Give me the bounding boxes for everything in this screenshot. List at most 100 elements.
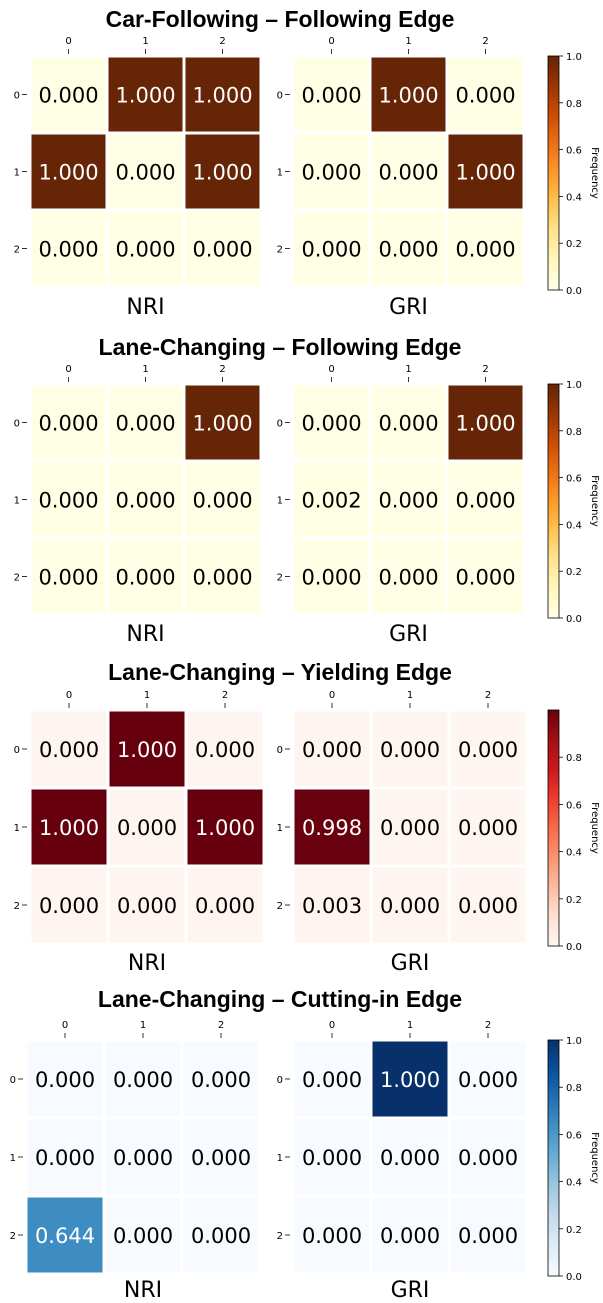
cell-value-label: 0.000 [301, 161, 361, 185]
heatmap-cell [182, 459, 263, 540]
cell-value-label: 0.000 [458, 816, 518, 840]
cell-value-label: 0.000 [302, 1224, 362, 1248]
cell-value-label: 0.000 [302, 1068, 362, 1092]
cell-value-label: 0.000 [35, 1068, 95, 1092]
colorbar-tick-label: 0.6 [566, 1130, 582, 1141]
y-tick-label: 1 [277, 1153, 283, 1164]
heatmap-cell [105, 131, 186, 212]
heatmap-cell [102, 1038, 184, 1120]
cell-value-label: 0.000 [380, 894, 440, 918]
heatmap-cell [105, 208, 186, 289]
colorbar-tick-label: 0.0 [566, 942, 582, 953]
cell-value-label: 0.000 [301, 238, 361, 262]
cell-value-label: 0.000 [39, 738, 99, 762]
x-tick-label: 0 [65, 36, 71, 47]
panel-title: Lane-Changing – Yielding Edge [108, 659, 452, 685]
cell-value-label: 1.000 [115, 84, 175, 108]
subplot-label: NRI [124, 1278, 162, 1303]
cell-value-label: 0.000 [301, 84, 361, 108]
heatmap-cell [184, 786, 266, 868]
cell-value-label: 0.000 [113, 1068, 173, 1092]
cell-value-label: 0.000 [113, 1224, 173, 1248]
cell-value-label: 0.000 [458, 1224, 518, 1248]
y-tick-label: 1 [14, 168, 20, 179]
y-tick-label: 1 [14, 823, 20, 834]
cell-value-label: 1.000 [455, 161, 515, 185]
cell-value-label: 0.000 [115, 489, 175, 513]
cell-value-label: 0.000 [38, 238, 98, 262]
panel-title: Lane-Changing – Following Edge [99, 334, 462, 360]
colorbar-tick-label: 0.8 [566, 99, 582, 110]
colorbar-label: Frequency [589, 1132, 600, 1184]
cell-value-label: 1.000 [38, 161, 98, 185]
x-tick-label: 0 [328, 36, 334, 47]
x-tick-label: 1 [142, 36, 148, 47]
x-tick-label: 1 [140, 1020, 146, 1031]
heatmap-cell [102, 1116, 184, 1198]
subplot-label: NRI [126, 295, 164, 320]
heatmap-cell [24, 1038, 106, 1120]
heatmap-cell [28, 786, 110, 868]
colorbar-tick-label: 0.0 [566, 1272, 582, 1283]
heatmap-cell [106, 786, 188, 868]
y-tick-label: 2 [277, 901, 283, 912]
cell-value-label: 0.000 [380, 1146, 440, 1170]
x-tick-label: 2 [219, 36, 225, 47]
cell-value-label: 1.000 [117, 738, 177, 762]
cell-value-label: 1.000 [455, 412, 515, 436]
subplot-label: NRI [128, 951, 166, 976]
y-tick-label: 0 [14, 91, 20, 102]
colorbar [547, 709, 560, 947]
colorbar-label: Frequency [589, 802, 600, 854]
heatmap-cell [369, 708, 451, 790]
heatmap-cell [182, 208, 263, 289]
heatmap-cell [445, 536, 526, 617]
cell-value-label: 0.644 [35, 1224, 95, 1248]
x-tick-label: 1 [407, 1020, 413, 1031]
heatmap-cell [28, 382, 109, 463]
y-tick-label: 1 [277, 168, 283, 179]
cell-value-label: 1.000 [195, 816, 255, 840]
colorbar-tick-label: 0.6 [566, 146, 582, 157]
x-tick-label: 2 [482, 364, 488, 375]
x-tick-label: 1 [407, 690, 413, 701]
subplot-label: GRI [391, 951, 430, 976]
cell-value-label: 0.000 [115, 238, 175, 262]
heatmap-cell [369, 1194, 451, 1276]
heatmap-cell [291, 1194, 373, 1276]
cell-value-label: 0.000 [38, 566, 98, 590]
x-tick-label: 0 [329, 690, 335, 701]
heatmap-cell [447, 864, 529, 946]
cell-value-label: 0.000 [192, 489, 252, 513]
heatmap-cell [291, 786, 373, 868]
y-tick-label: 1 [277, 823, 283, 834]
cell-value-label: 0.000 [192, 566, 252, 590]
colorbar [547, 1039, 560, 1277]
cell-value-label: 0.000 [195, 894, 255, 918]
cell-value-label: 1.000 [192, 84, 252, 108]
heatmap-cell [180, 1038, 262, 1120]
heatmap-cell [447, 1038, 529, 1120]
y-tick-label: 0 [277, 1075, 283, 1086]
x-tick-label: 0 [62, 1020, 68, 1031]
y-tick-label: 2 [14, 573, 20, 584]
cell-value-label: 0.000 [117, 894, 177, 918]
y-tick-label: 2 [277, 1231, 283, 1242]
heatmap-cell [368, 382, 449, 463]
y-tick-label: 2 [14, 901, 20, 912]
cell-value-label: 0.000 [380, 816, 440, 840]
y-tick-label: 0 [277, 91, 283, 102]
heatmap-cell [182, 382, 263, 463]
heatmap-cell [28, 208, 109, 289]
subplot-label: GRI [389, 295, 428, 320]
y-tick-label: 0 [277, 419, 283, 430]
x-tick-label: 1 [144, 690, 150, 701]
y-tick-label: 1 [277, 496, 283, 507]
heatmap-cell [291, 459, 372, 540]
cell-value-label: 0.000 [35, 1146, 95, 1170]
cell-value-label: 0.000 [191, 1146, 251, 1170]
x-tick-label: 2 [222, 690, 228, 701]
cell-value-label: 0.000 [455, 238, 515, 262]
colorbar-tick-label: 1.0 [566, 380, 582, 391]
